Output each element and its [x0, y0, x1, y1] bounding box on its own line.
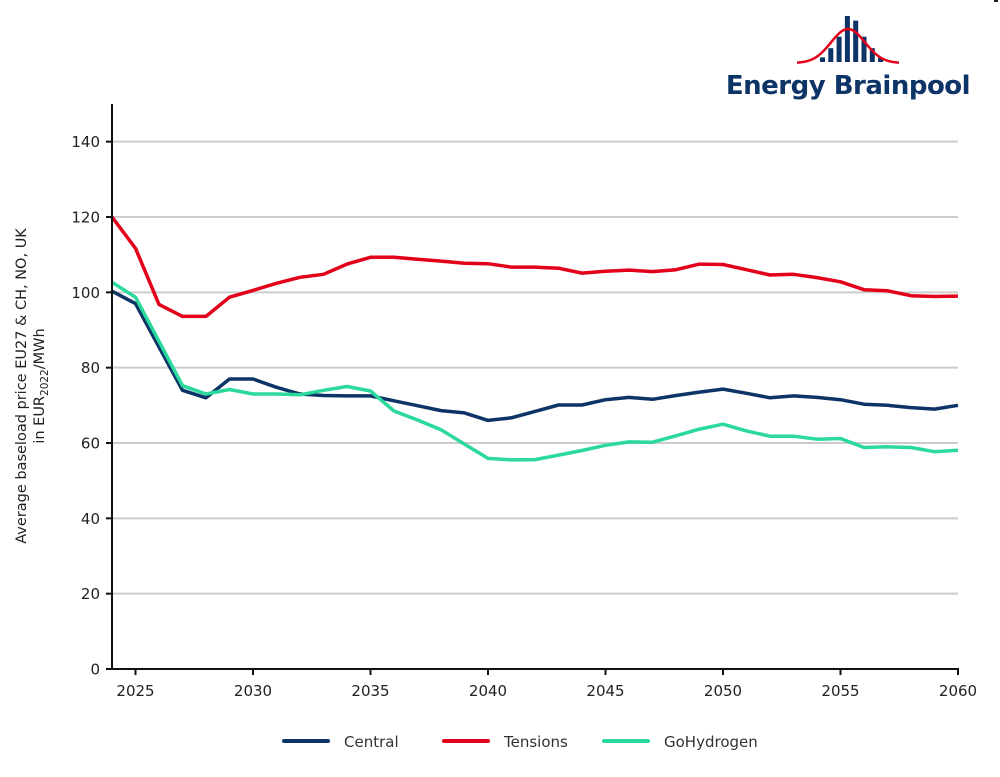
y-tick-label: 40: [81, 510, 100, 528]
x-tick-label: 2045: [586, 682, 624, 700]
series-lines: [110, 215, 959, 462]
y-tick-label: 100: [71, 284, 100, 302]
x-tick-label: 2025: [116, 682, 154, 700]
x-tick-label: 2035: [351, 682, 389, 700]
legend-label: Tensions: [503, 733, 568, 751]
logo-bar: [836, 36, 842, 62]
series-line-tensions: [110, 215, 959, 319]
legend-item-central: Central: [282, 733, 399, 751]
logo-text: Energy Brainpool: [726, 71, 970, 101]
logo-bar: [878, 57, 884, 62]
x-tick-label: 2040: [469, 682, 507, 700]
logo-bell-curve-icon: [796, 27, 900, 64]
y-tick-label: 60: [81, 435, 100, 453]
y-tick-label: 20: [81, 585, 100, 603]
x-tick-label: 2050: [704, 682, 742, 700]
logo-bars-icon: [820, 16, 884, 63]
y-axis-ticks: 0 20 40 60 80 100 120 140: [71, 133, 112, 679]
gridlines: [112, 140, 958, 595]
logo-bar: [828, 48, 834, 62]
logo-bar: [861, 36, 867, 62]
legend-label: GoHydrogen: [664, 733, 758, 751]
y-tick-label: 80: [81, 359, 100, 377]
y-axis-label-line2: in EUR2022/MWh: [32, 328, 51, 443]
y-axis-label-line1: Average baseload price EU27 & CH, NO, UK: [14, 228, 30, 544]
y-axis-label: Average baseload price EU27 & CH, NO, UK…: [14, 228, 51, 544]
y-tick-label: 120: [71, 209, 100, 227]
axes: [111, 104, 959, 670]
legend: Central Tensions GoHydrogen: [282, 733, 758, 751]
y-axis-label-unit-prefix: in EUR: [32, 396, 48, 444]
legend-item-tensions: Tensions: [442, 733, 568, 751]
series-line-gohydrogen: [111, 280, 959, 462]
legend-label: Central: [344, 733, 399, 751]
logo-bar: [853, 20, 859, 63]
legend-item-gohydrogen: GoHydrogen: [602, 733, 758, 751]
y-axis-label-unit-suffix: /MWh: [32, 328, 48, 369]
logo-bar: [844, 16, 850, 62]
y-axis-label-unit-subscript: 2022: [39, 369, 51, 396]
corner-mark: [994, 0, 998, 2]
x-tick-label: 2060: [939, 682, 977, 700]
y-tick-label: 0: [90, 661, 100, 679]
y-tick-label: 140: [71, 133, 100, 151]
energy-brainpool-logo: Energy Brainpool: [726, 16, 971, 101]
x-tick-label: 2030: [234, 682, 272, 700]
x-axis-ticks: 2025 2030 2035 2040 2045 2050 2055 2060: [116, 669, 977, 700]
logo-bar: [820, 57, 825, 62]
series-line-central: [111, 289, 959, 423]
x-tick-label: 2055: [821, 682, 859, 700]
logo-bar: [869, 48, 875, 62]
